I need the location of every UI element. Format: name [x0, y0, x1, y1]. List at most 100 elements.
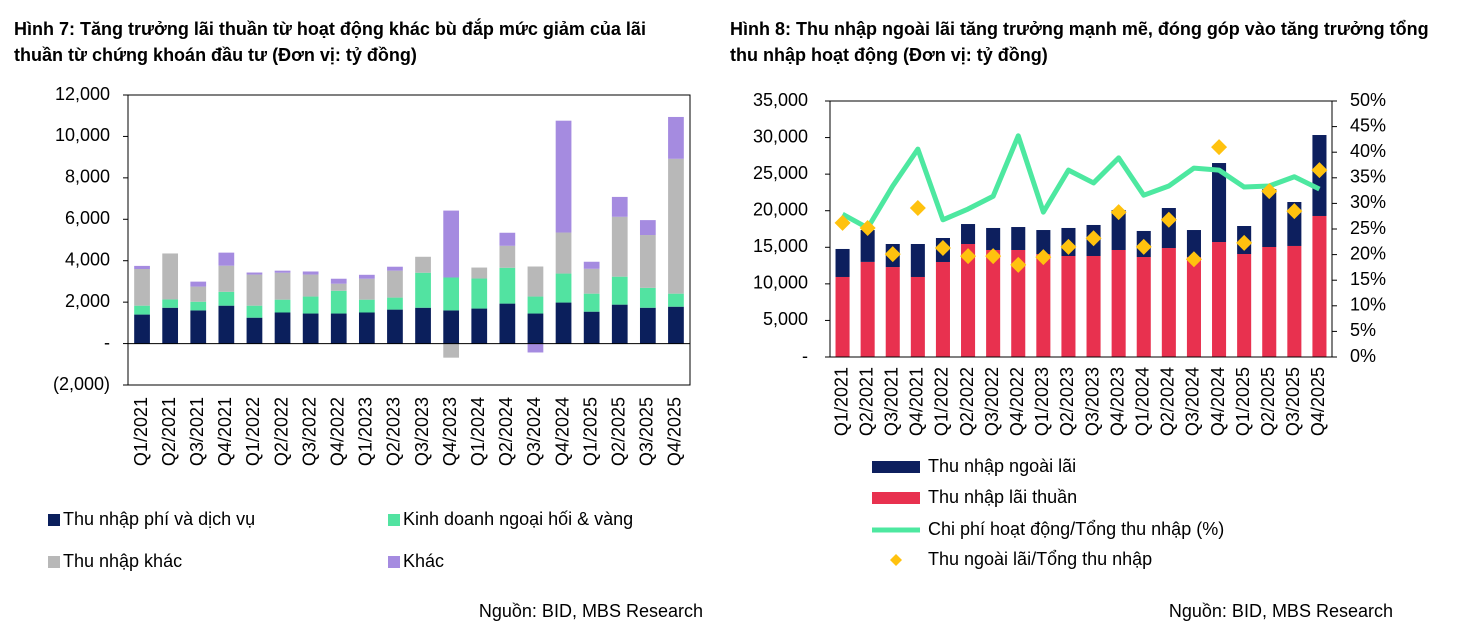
- bar: [443, 343, 460, 358]
- x-tick-label: Q2/2023: [1057, 367, 1077, 436]
- bar: [274, 270, 291, 273]
- x-tick-label: Q2/2024: [1158, 367, 1178, 436]
- bar: [387, 297, 403, 310]
- bar: [162, 299, 179, 308]
- legend-label: Khác: [403, 551, 444, 571]
- x-tick-label: Q1/2023: [356, 397, 376, 466]
- bar: [190, 310, 207, 344]
- bar: [134, 265, 150, 269]
- bar: [527, 313, 544, 344]
- chart-title: Hình 8: Thu nhập ngoài lãi tăng trưởng m…: [730, 19, 1429, 65]
- bar: [611, 196, 628, 217]
- y2-tick-label: 30%: [1350, 192, 1386, 212]
- y-tick-label: 4,000: [65, 249, 110, 269]
- bar: [190, 281, 207, 287]
- y-tick-label: 8,000: [65, 167, 110, 187]
- y-tick-label: 10,000: [55, 125, 110, 145]
- marker: [859, 219, 876, 236]
- bar: [639, 307, 656, 344]
- bar: [499, 245, 516, 268]
- bar: [1186, 230, 1201, 258]
- bar: [274, 312, 291, 344]
- bar: [246, 274, 263, 306]
- bar: [555, 302, 572, 344]
- x-tick-label: Q3/2022: [299, 397, 319, 466]
- x-tick-label: Q1/2021: [131, 397, 151, 466]
- y2-tick-label: 35%: [1350, 167, 1386, 187]
- y-tick-label: (2,000): [53, 374, 110, 394]
- bar: [246, 305, 263, 318]
- bar: [835, 248, 850, 277]
- y2-tick-label: 15%: [1350, 269, 1386, 289]
- x-tick-label: Q3/2023: [412, 397, 432, 466]
- marker: [1286, 203, 1303, 220]
- y2-tick-label: 50%: [1350, 90, 1386, 110]
- marker: [884, 246, 901, 263]
- bar: [330, 283, 347, 291]
- bar: [358, 299, 375, 313]
- bar: [246, 272, 263, 275]
- y-tick-label: 6,000: [65, 208, 110, 228]
- bar: [1287, 245, 1302, 357]
- bar: [527, 296, 544, 314]
- bar: [986, 249, 1001, 357]
- x-tick-label: Q3/2025: [637, 397, 657, 466]
- marker: [985, 248, 1002, 265]
- source: Nguồn: BID, MBS Research: [1169, 601, 1393, 621]
- x-tick-label: Q4/2021: [907, 367, 927, 436]
- chart-title: Hình 7: Tăng trưởng lãi thuần từ hoạt độ…: [14, 19, 646, 65]
- bar: [611, 304, 628, 344]
- y-tick-label: 5,000: [763, 309, 808, 329]
- bar: [1136, 257, 1151, 357]
- bar: [330, 313, 347, 344]
- bar: [415, 272, 431, 308]
- bar: [961, 243, 976, 357]
- marker: [1211, 139, 1228, 156]
- x-tick-label: Q3/2025: [1283, 367, 1303, 436]
- y-tick-label: 30,000: [753, 126, 808, 146]
- y2-tick-label: 40%: [1350, 141, 1386, 161]
- legend-swatch: [48, 514, 60, 526]
- bar: [1262, 188, 1277, 247]
- y-tick-label: 15,000: [753, 236, 808, 256]
- legend-swatch: [872, 461, 920, 473]
- x-tick-label: Q3/2023: [1082, 367, 1102, 436]
- bar: [611, 216, 628, 277]
- bar: [1036, 254, 1051, 357]
- bar: [358, 274, 375, 279]
- y-tick-label: -: [802, 346, 808, 366]
- x-tick-label: Q4/2022: [328, 397, 348, 466]
- bar: [1036, 230, 1051, 255]
- marker: [1185, 251, 1202, 268]
- bar: [639, 287, 656, 308]
- marker: [1135, 238, 1152, 255]
- legend-label: Chi phí hoạt động/Tổng thu nhập (%): [928, 519, 1224, 539]
- legend-label: Kinh doanh ngoại hối & vàng: [403, 509, 633, 529]
- marker: [1060, 238, 1077, 255]
- bar: [668, 158, 684, 294]
- bar: [471, 308, 488, 344]
- legend-label: Thu nhập lãi thuần: [928, 487, 1077, 507]
- x-tick-label: Q3/2024: [524, 397, 544, 466]
- marker: [1035, 249, 1052, 266]
- bar: [471, 267, 488, 279]
- legend-swatch: [48, 556, 60, 568]
- bar: [1111, 209, 1126, 250]
- legend-label: Thu nhập ngoài lãi: [928, 456, 1076, 476]
- x-tick-label: Q1/2024: [468, 397, 488, 466]
- bar: [358, 312, 375, 344]
- bar: [583, 311, 600, 344]
- legend-label: Thu ngoài lãi/Tổng thu nhập: [928, 549, 1152, 569]
- bar: [860, 261, 875, 357]
- x-tick-label: Q4/2022: [1007, 367, 1027, 436]
- y-tick-label: 10,000: [753, 273, 808, 293]
- bar: [639, 235, 656, 288]
- bar: [1111, 249, 1126, 357]
- y2-tick-label: 0%: [1350, 346, 1376, 366]
- y2-tick-label: 5%: [1350, 320, 1376, 340]
- marker: [1110, 204, 1127, 221]
- x-tick-label: Q4/2025: [665, 397, 685, 466]
- x-tick-label: Q1/2025: [1233, 367, 1253, 436]
- bar: [668, 306, 684, 344]
